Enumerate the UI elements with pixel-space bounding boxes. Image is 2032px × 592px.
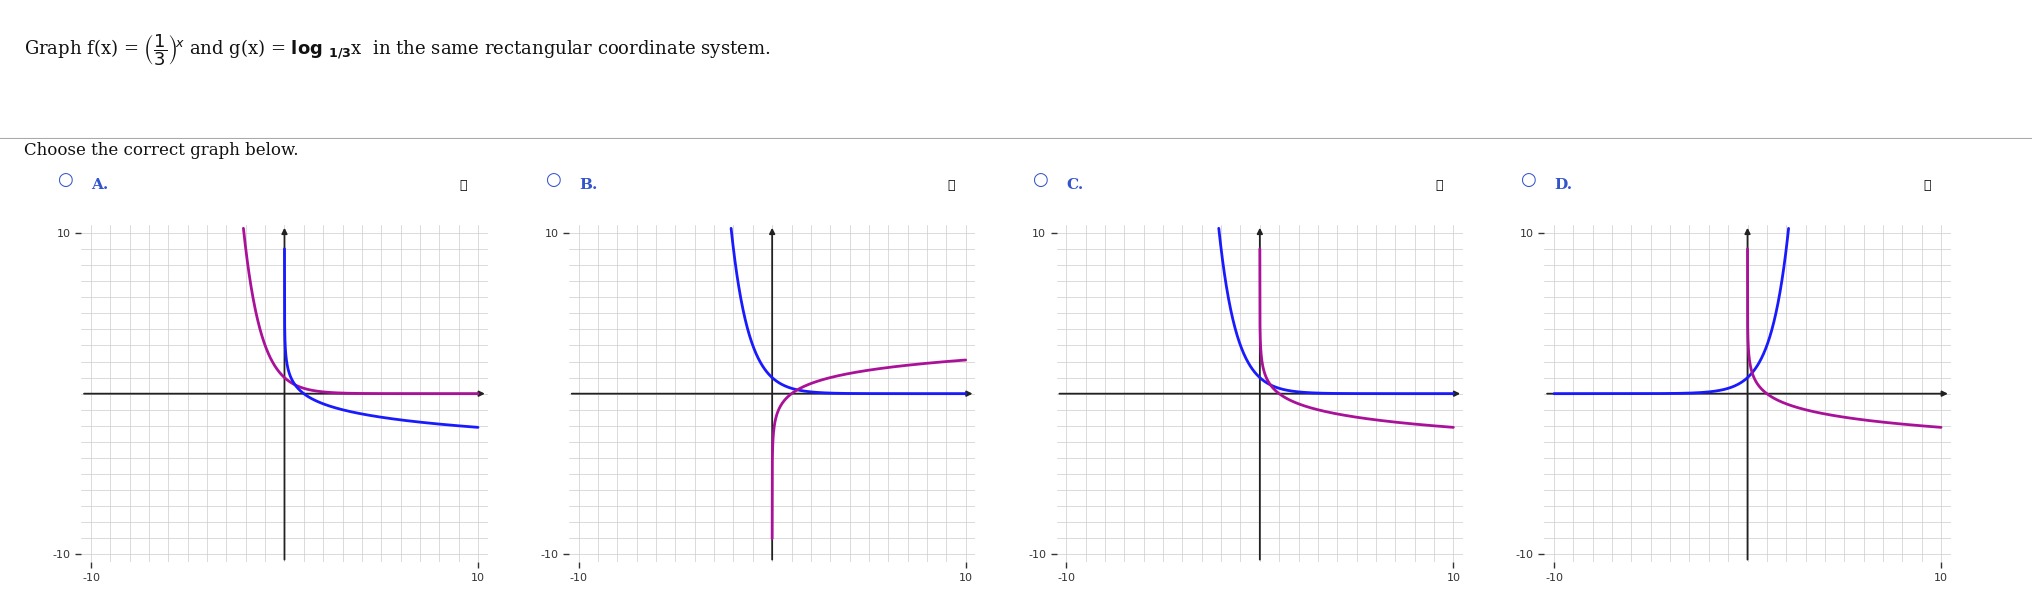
Text: 🔍: 🔍: [1922, 179, 1930, 192]
Text: 🔍: 🔍: [947, 179, 955, 192]
Text: ○: ○: [1032, 172, 1049, 189]
Text: C.: C.: [1067, 178, 1083, 192]
Text: Graph f(x) = $\left(\dfrac{1}{3}\right)^{\!x}$ and g(x) = $\mathbf{log}\ _{\math: Graph f(x) = $\left(\dfrac{1}{3}\right)^…: [24, 33, 770, 68]
Text: B.: B.: [579, 178, 597, 192]
Text: A.: A.: [91, 178, 108, 192]
Text: ○: ○: [545, 172, 561, 189]
Text: 🔍: 🔍: [1435, 179, 1443, 192]
Text: 🔍: 🔍: [459, 179, 467, 192]
Text: ○: ○: [57, 172, 73, 189]
Text: ○: ○: [1520, 172, 1536, 189]
Text: D.: D.: [1554, 178, 1573, 192]
Text: Choose the correct graph below.: Choose the correct graph below.: [24, 141, 299, 159]
